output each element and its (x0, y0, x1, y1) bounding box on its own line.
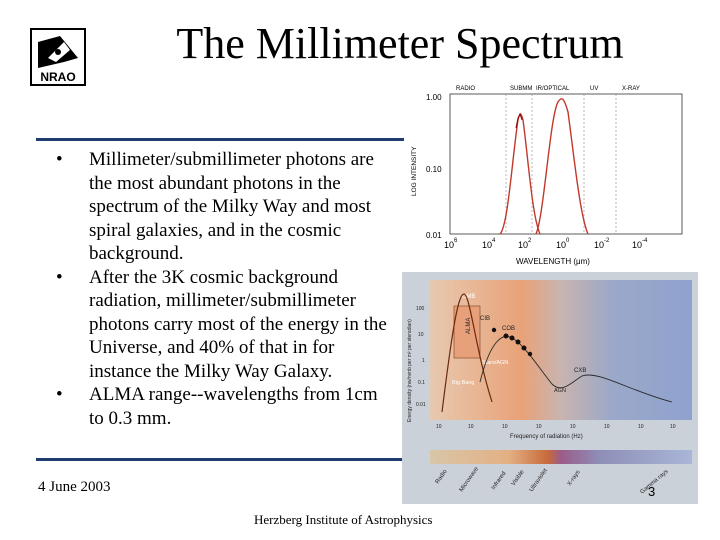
x-tick-label: 10 (518, 240, 528, 250)
x-tick-label: 10 (468, 424, 474, 430)
slide-date: 4 June 2003 (38, 479, 111, 495)
x-tick-exponent: -2 (604, 238, 610, 244)
background-curve (479, 336, 673, 403)
y-tick-label: 100 (416, 306, 425, 312)
y-axis-label: LOG INTENSITY (411, 146, 418, 196)
x-tick-exponent: 2 (528, 238, 532, 244)
data-point (527, 351, 533, 357)
stars-agn-label: Stars/AGN (482, 360, 508, 366)
x-tick-exponent: 4 (492, 238, 496, 244)
optical-peak-curve (535, 98, 589, 235)
nrao-logo: NRAO (30, 28, 86, 86)
x-tick-label: 10 (638, 424, 644, 430)
cob-label: COB (502, 326, 515, 332)
data-point (491, 327, 497, 333)
cmb-curve (441, 293, 493, 413)
x-tick-exponent: 6 (454, 238, 458, 244)
y-tick-label: 0.01 (416, 402, 426, 408)
y-tick-label: 10 (418, 332, 424, 338)
x-tick-exponent: -4 (642, 238, 648, 244)
band-label: X-RAY (622, 86, 640, 92)
intensity-spectrum-figure: RADIO SUBMM IR/OPTICAL UV X-RAY 1.00 0.1… (404, 76, 694, 270)
y-tick-label: 0.1 (418, 380, 425, 386)
alma-range-box (453, 305, 481, 359)
cxb-label: CXB (574, 368, 586, 374)
slide-title: The Millimeter Spectrum (176, 19, 624, 68)
bullet-item: After the 3K cosmic background radiation… (56, 266, 396, 384)
bottom-divider (36, 458, 408, 461)
bullet-item: ALMA range--wavelengths from 1cm to 0.3 … (56, 383, 396, 430)
x-tick-label: 10 (632, 240, 642, 250)
x-tick-label: 10 (502, 424, 508, 430)
data-point (503, 333, 509, 339)
top-divider (36, 138, 408, 141)
plot-frame (449, 93, 683, 235)
band-label: RADIO (456, 86, 475, 92)
x-tick-label: 10 (570, 424, 576, 430)
band-label: IR/OPTICAL (536, 86, 570, 92)
footer-text: Herzberg Institute of Astrophysics (254, 512, 433, 527)
energy-density-figure: ALMA CMB CIB COB CXB Stars/AGN Big Bang … (402, 272, 698, 504)
x-tick-label: 10 (594, 240, 604, 250)
x-tick-label: 10 (556, 240, 566, 250)
data-point (515, 339, 521, 345)
bullet-list: Millimeter/submillimeter photons are the… (56, 148, 396, 430)
cmb-label: CMB (462, 294, 475, 300)
x-tick-label: 10 (444, 240, 454, 250)
band-label: SUBMM (510, 86, 532, 92)
x-axis-label: Frequency of radiation (Hz) (510, 434, 583, 440)
x-tick-label: 10 (482, 240, 492, 250)
y-tick-label: 1 (422, 358, 425, 364)
x-tick-exponent: 0 (566, 238, 570, 244)
big-bang-label: Big Bang (452, 380, 474, 386)
x-tick-label: 10 (670, 424, 676, 430)
x-tick-label: 10 (436, 424, 442, 430)
data-point (521, 345, 527, 351)
bullet-item: Millimeter/submillimeter photons are the… (56, 148, 396, 266)
em-band-strip (430, 450, 692, 464)
x-tick-label: 10 (536, 424, 542, 430)
y-tick-label: 1.00 (426, 93, 442, 102)
agn-label: AGN (554, 388, 566, 394)
logo-text: NRAO (40, 70, 75, 84)
cib-label: CIB (480, 316, 490, 322)
x-axis-label: WAVELENGTH (μm) (516, 257, 590, 266)
alma-label: ALMA (466, 318, 472, 334)
x-tick-label: 10 (604, 424, 610, 430)
slide-number: 3 (648, 484, 656, 499)
y-tick-label: 0.01 (426, 231, 442, 240)
data-point (509, 335, 515, 341)
y-tick-label: 0.10 (426, 165, 442, 174)
band-label: UV (590, 86, 598, 92)
y-axis-label: Energy density (nw/nvnb per m² per stera… (407, 319, 413, 422)
